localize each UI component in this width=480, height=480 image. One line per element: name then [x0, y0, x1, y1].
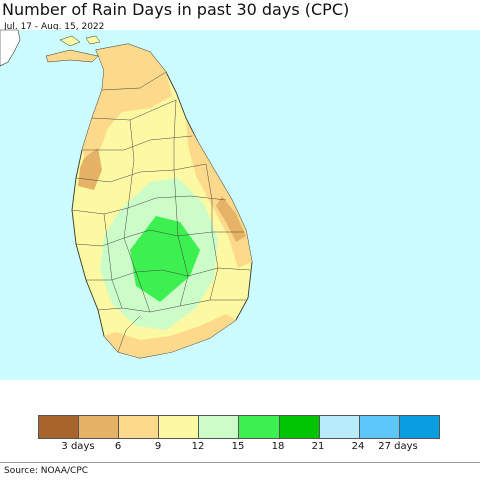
- source-credit: Source: NOAA/CPC: [4, 466, 89, 476]
- legend-label: 27 days: [378, 441, 418, 452]
- legend-swatch: [159, 416, 200, 438]
- legend-label: 21: [311, 441, 325, 452]
- legend-swatch: [119, 416, 160, 438]
- date-range: Jul. 17 - Aug. 15, 2022: [4, 22, 105, 32]
- legend-swatch: [199, 416, 240, 438]
- central-band-15-18: [130, 216, 200, 302]
- legend-label: 18: [271, 441, 285, 452]
- ocean: [0, 30, 480, 380]
- northern-band-6-9: [82, 44, 172, 160]
- legend-labels: 3 days 6 9 12 15 18 21 24 27 days: [38, 441, 438, 455]
- footer-divider: [0, 462, 480, 463]
- legend-label: 24: [351, 441, 365, 452]
- east-coast-band-3-6: [216, 196, 246, 242]
- legend-swatch: [39, 416, 80, 438]
- legend-label: 6: [114, 441, 122, 452]
- legend-swatch: [79, 416, 120, 438]
- northwest-band-3-6: [78, 148, 102, 190]
- legend-label: 12: [191, 441, 205, 452]
- legend-color-bar: [38, 415, 440, 439]
- india-coast: [0, 29, 21, 67]
- legend-swatch: [239, 416, 280, 438]
- map-title: Number of Rain Days in past 30 days (CPC…: [2, 0, 350, 19]
- legend-label: 3 days: [61, 441, 95, 452]
- south-band-6-9: [104, 314, 236, 358]
- district-boundaries: [71, 71, 251, 353]
- jaffna-islands: [59, 35, 101, 47]
- legend-swatch: [399, 416, 439, 438]
- mannar-island: [45, 49, 99, 63]
- legend-label: 9: [154, 441, 162, 452]
- legend-swatch: [279, 416, 320, 438]
- legend-label: 15: [231, 441, 245, 452]
- legend-swatch: [359, 416, 400, 438]
- legend-swatch: [319, 416, 360, 438]
